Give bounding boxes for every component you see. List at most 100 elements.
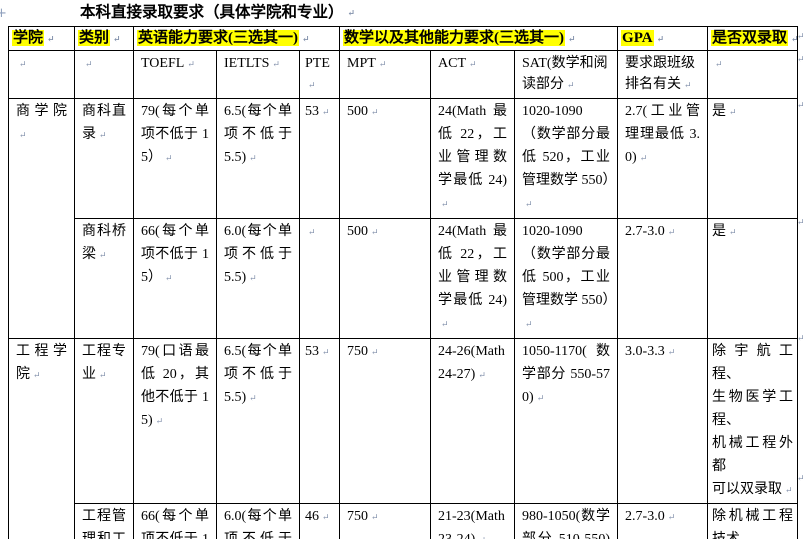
- cell-pte-r3[interactable]: 53: [298, 338, 341, 504]
- cell-gpa-r2[interactable]: 2.7-3.0: [617, 218, 709, 339]
- cell-mpt-r1[interactable]: 500: [339, 98, 432, 219]
- cell-category-r3[interactable]: 工程专业: [74, 338, 134, 504]
- toefl-r3-text: 79(口语最低 20，其他不低于 15): [141, 344, 209, 428]
- cell-pte-r1[interactable]: 53: [298, 98, 341, 219]
- table-row-engineering-major: 工程学院 工程专业 79(口语最低 20，其他不低于 15) 6.5(每个单项不…: [8, 338, 799, 539]
- gpa-r4-text: 2.7-3.0: [625, 509, 665, 524]
- act-r2-text: 24(Math 最低 22，工业管理数学最低 24): [438, 224, 508, 308]
- mpt-r1-text: 500: [347, 104, 369, 119]
- subheader-act[interactable]: ACT: [430, 50, 516, 99]
- admission-requirements-table: 学院 类别 英语能力要求(三选其一) 数学以及其他能力要求(三选其一) GPA …: [8, 26, 799, 539]
- cell-category-r2[interactable]: 商科桥梁: [74, 218, 134, 339]
- cell-gpa-r3[interactable]: 3.0-3.3: [617, 338, 709, 504]
- ietlts-r2-text: 6.0(每个单项不低于 5.5): [224, 224, 292, 285]
- header-category-label: 类别: [78, 30, 111, 46]
- mpt-r3-text: 750: [347, 344, 369, 359]
- gpa-r1-text: 2.7(工业管理理最低 3.0): [625, 104, 701, 165]
- toefl-r2-text: 66(每个单项不低于 15）: [141, 224, 209, 285]
- subheader-gpa-note[interactable]: 要求跟班级排名有关: [617, 50, 709, 99]
- cell-dual-r4[interactable]: 除机械工程技术 外其他可以: [707, 503, 799, 539]
- subheader-pte-text: PTE: [305, 56, 330, 71]
- cell-toefl-r2[interactable]: 66(每个单项不低于 15）: [133, 218, 217, 339]
- category-r4-text: 工程管理和工: [82, 509, 126, 539]
- cell-gpa-r4[interactable]: 2.7-3.0: [617, 503, 709, 539]
- header-dual-label: 是否双录取: [711, 30, 789, 46]
- dual-r1-text: 是: [712, 104, 727, 119]
- subheader-mpt-text: MPT: [347, 56, 376, 71]
- cell-mpt-r3[interactable]: 750: [339, 338, 432, 504]
- header-dual-admission[interactable]: 是否双录取: [707, 26, 799, 51]
- ietlts-r3-text: 6.5(每个单项不低于 5.5): [224, 344, 292, 405]
- sat-r4-text: 980-1050(数学部分 510-550): [522, 509, 611, 539]
- header-english-requirements[interactable]: 英语能力要求(三选其一): [132, 26, 341, 51]
- act-r4-text: 21-23(Math23-24): [438, 509, 505, 539]
- cell-toefl-r3[interactable]: 79(口语最低 20，其他不低于 15): [133, 338, 217, 504]
- row-end-paragraph-mark: ↵: [797, 333, 805, 343]
- table-header-row: 学院 类别 英语能力要求(三选其一) 数学以及其他能力要求(三选其一) GPA …: [8, 26, 799, 51]
- cell-sat-r3[interactable]: 1050-1170(数学部分 550-570): [514, 338, 619, 504]
- cell-ietlts-r2[interactable]: 6.0(每个单项不低于 5.5): [216, 218, 300, 339]
- category-r3-text: 工程专业: [82, 344, 126, 382]
- header-college-label: 学院: [12, 30, 45, 46]
- document-title[interactable]: 本科直接录取要求（具体学院和专业）: [80, 2, 805, 24]
- subheader-toefl-text: TOEFL: [141, 56, 185, 71]
- table-move-handle-icon[interactable]: +: [0, 6, 7, 21]
- header-math-requirements[interactable]: 数学以及其他能力要求(三选其一): [339, 26, 619, 51]
- toefl-r4-text: 66(每个单项不低于 15）: [141, 509, 209, 539]
- pte-r4-text: 46: [305, 509, 319, 524]
- subheader-category-empty[interactable]: [74, 50, 134, 99]
- category-r1-text: 商科直录: [82, 104, 126, 142]
- cell-ietlts-r4[interactable]: 6.0(每个单项不低于 5.5): [216, 503, 300, 539]
- cell-pte-r4[interactable]: 46: [298, 503, 341, 539]
- header-gpa[interactable]: GPA: [617, 26, 709, 51]
- cell-category-r4[interactable]: 工程管理和工: [74, 503, 134, 539]
- cell-college-business[interactable]: 商学院: [8, 98, 75, 339]
- cell-ietlts-r3[interactable]: 6.5(每个单项不低于 5.5): [216, 338, 300, 504]
- table-row-business-bridge: 商科桥梁 66(每个单项不低于 15） 6.0(每个单项不低于 5.5) 500…: [9, 218, 799, 339]
- cell-ietlts-r1[interactable]: 6.5(每个单项不低于 5.5): [216, 98, 300, 219]
- subheader-mpt[interactable]: MPT: [339, 50, 432, 99]
- subheader-pte[interactable]: PTE: [298, 50, 341, 99]
- header-english-label: 英语能力要求(三选其一): [137, 30, 299, 46]
- subheader-ietlts[interactable]: IETLTS: [216, 50, 300, 99]
- header-gpa-label: GPA: [621, 30, 654, 46]
- subheader-ietlts-text: IETLTS: [224, 56, 270, 71]
- dual-r4-text: 除机械工程技术 外其他可以: [712, 509, 794, 539]
- mpt-r2-text: 500: [347, 224, 369, 239]
- row-end-paragraph-mark: ↵: [797, 100, 805, 110]
- cell-sat-r1[interactable]: 1020-1090（数学部分最低 520，工业管理数学 550）: [514, 98, 619, 219]
- cell-toefl-r4[interactable]: 66(每个单项不低于 15）: [133, 503, 217, 539]
- cell-mpt-r2[interactable]: 500: [339, 218, 432, 339]
- subheader-toefl[interactable]: TOEFL: [133, 50, 217, 99]
- cell-act-r2[interactable]: 24(Math 最低 22，工业管理数学最低 24): [430, 218, 516, 339]
- cell-act-r3[interactable]: 24-26(Math24-27): [430, 338, 516, 504]
- cell-mpt-r4[interactable]: 750: [339, 503, 432, 539]
- gpa-r3-text: 3.0-3.3: [625, 344, 665, 359]
- category-r2-text: 商科桥梁: [82, 224, 126, 262]
- act-r3-text: 24-26(Math24-27): [438, 344, 505, 382]
- cell-act-r4[interactable]: 21-23(Math23-24): [430, 503, 516, 539]
- subheader-dual-empty[interactable]: [707, 50, 799, 99]
- cell-pte-r2[interactable]: [298, 218, 341, 339]
- header-category[interactable]: 类别: [74, 26, 134, 51]
- subheader-college-empty[interactable]: [8, 50, 75, 99]
- ietlts-r1-text: 6.5(每个单项不低于 5.5): [224, 104, 292, 165]
- cell-dual-r1[interactable]: 是: [707, 98, 799, 219]
- table-row-business-direct: 商学院 商科直录 79(每个单项不低于 15） 6.5(每个单项不低于 5.5)…: [8, 98, 799, 339]
- toefl-r1-text: 79(每个单项不低于 15）: [141, 104, 209, 165]
- cell-dual-r2[interactable]: 是: [707, 218, 799, 339]
- cell-gpa-r1[interactable]: 2.7(工业管理理最低 3.0): [617, 98, 709, 219]
- cell-sat-r4[interactable]: 980-1050(数学部分 510-550): [514, 503, 619, 539]
- subheader-sat[interactable]: SAT(数学和阅读部分: [514, 50, 619, 99]
- header-college[interactable]: 学院: [8, 26, 75, 51]
- sat-r2-text: 1020-1090（数学部分最低 500，工业管理数学 550）: [522, 224, 617, 308]
- cell-act-r1[interactable]: 24(Math 最低 22，工业管理数学最低 24): [430, 98, 516, 219]
- row-end-paragraph-mark: ↵: [797, 473, 805, 483]
- college-business-text: 商学院: [16, 104, 67, 119]
- cell-toefl-r1[interactable]: 79(每个单项不低于 15）: [133, 98, 217, 219]
- cell-college-engineering[interactable]: 工程学院: [8, 338, 75, 539]
- cell-sat-r2[interactable]: 1020-1090（数学部分最低 500，工业管理数学 550）: [514, 218, 619, 339]
- cell-category-r1[interactable]: 商科直录: [74, 98, 134, 219]
- cell-dual-r3[interactable]: 除宇航工程、 生物医学工程、 机械工程外都 可以双录取: [707, 338, 799, 504]
